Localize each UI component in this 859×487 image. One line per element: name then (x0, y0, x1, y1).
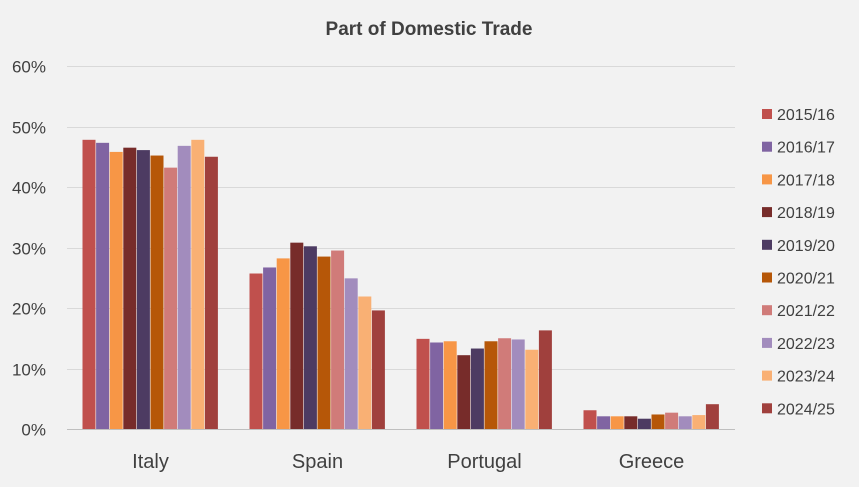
bar-spain-2018-19 (290, 242, 304, 429)
legend-label: 2019/20 (777, 238, 835, 255)
legend-label: 2015/16 (777, 107, 835, 124)
x-tick-label: Spain (292, 451, 343, 473)
x-tick-label: Portugal (447, 451, 522, 473)
y-tick-label: 60% (12, 58, 46, 77)
legend-swatch (762, 370, 772, 381)
bar-spain-2015-16 (249, 273, 263, 429)
bar-portugal-2021-22 (498, 338, 512, 429)
legend-swatch (762, 141, 772, 152)
bar-greece-2024-25 (705, 404, 719, 429)
y-tick-label: 50% (12, 119, 46, 138)
legend-swatch (762, 207, 772, 218)
legend: 2015/16 2016/17 2017/18 2018/19 2019/20 2020/… (762, 107, 835, 418)
chart-title: Part of Domestic Trade (326, 19, 533, 40)
bar-portugal-2017-18 (443, 341, 457, 429)
legend-swatch (762, 305, 772, 316)
y-tick-label: 40% (12, 179, 46, 198)
legend-label: 2016/17 (777, 140, 835, 157)
bar-portugal-2018-19 (457, 355, 471, 429)
bar-italy-2015-16 (82, 139, 96, 429)
legend-swatch (762, 403, 772, 414)
bar-italy-2016-17 (96, 142, 110, 429)
y-tick-label: 10% (12, 361, 46, 380)
legend-swatch (762, 239, 772, 250)
bar-greece-2021-22 (665, 412, 679, 429)
bar-greece-2020-21 (651, 414, 665, 429)
bar-spain-2024-25 (371, 310, 385, 429)
bar-greece-2017-18 (610, 416, 624, 429)
bar-portugal-2024-25 (538, 330, 552, 429)
legend-label: 2023/24 (777, 369, 835, 386)
legend-label: 2024/25 (777, 401, 835, 418)
bar-greece-2015-16 (583, 410, 597, 429)
y-tick-label: 20% (12, 300, 46, 319)
x-tick-label: Greece (619, 451, 685, 473)
bar-greece-2022-23 (678, 416, 692, 429)
bar-portugal-2016-17 (430, 342, 444, 429)
bar-greece-2016-17 (597, 416, 611, 429)
y-axis-ticks: 0% 10% 20% 30% 40% 50% 60% (12, 58, 46, 440)
bar-portugal-2023-24 (525, 349, 539, 429)
bar-spain-2023-24 (358, 296, 372, 429)
bar-portugal-2019-20 (470, 348, 484, 429)
bar-italy-2018-19 (123, 147, 137, 429)
bar-greece-2019-20 (637, 418, 651, 429)
legend-swatch (762, 174, 772, 185)
bar-spain-2022-23 (344, 278, 358, 429)
legend-swatch (762, 272, 772, 283)
y-tick-label: 30% (12, 240, 46, 259)
legend-label: 2020/21 (777, 271, 835, 288)
bar-portugal-2020-21 (484, 341, 498, 429)
bar-italy-2020-21 (150, 155, 164, 430)
x-axis-ticks: Italy Spain Portugal Greece (132, 451, 684, 473)
legend-label: 2018/19 (777, 205, 835, 222)
bar-greece-2023-24 (692, 415, 706, 429)
legend-swatch (762, 337, 772, 348)
legend-label: 2021/22 (777, 303, 835, 320)
legend-swatch (762, 109, 772, 119)
bar-italy-2023-24 (191, 139, 205, 429)
bar-portugal-2015-16 (416, 338, 430, 429)
bar-spain-2017-18 (276, 258, 290, 429)
bar-italy-2017-18 (109, 151, 123, 429)
y-tick-label: 0% (21, 421, 46, 440)
legend-label: 2017/18 (777, 172, 835, 189)
bar-spain-2019-20 (303, 246, 317, 429)
bars (82, 139, 719, 430)
bar-italy-2019-20 (136, 150, 150, 429)
bar-spain-2016-17 (263, 267, 277, 429)
bar-portugal-2022-23 (511, 339, 525, 429)
bar-italy-2021-22 (164, 167, 178, 429)
bar-italy-2022-23 (177, 145, 191, 430)
x-tick-label: Italy (132, 451, 169, 473)
bar-spain-2021-22 (331, 250, 345, 429)
bar-spain-2020-21 (317, 256, 331, 429)
bar-italy-2024-25 (204, 156, 218, 429)
bar-greece-2018-19 (624, 416, 638, 429)
legend-label: 2022/23 (777, 336, 835, 353)
